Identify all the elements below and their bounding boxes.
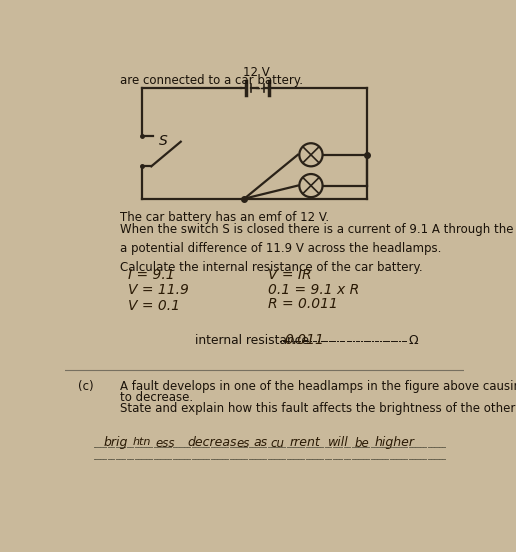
Text: Ω: Ω: [409, 334, 418, 347]
Text: State and explain how this fault affects the brightness of the other headlamp.: State and explain how this fault affects…: [120, 402, 516, 415]
Text: ess: ess: [156, 437, 175, 450]
Text: The car battery has an emf of 12 V.: The car battery has an emf of 12 V.: [120, 211, 329, 224]
Text: will: will: [328, 436, 349, 449]
Text: S: S: [159, 134, 168, 148]
Text: decreas: decreas: [187, 436, 236, 449]
Text: 0.1 = 9.1 x R: 0.1 = 9.1 x R: [268, 283, 359, 298]
Text: cu: cu: [271, 437, 285, 450]
Text: (c): (c): [78, 380, 94, 394]
Text: A fault develops in one of the headlamps in the figure above causing its resista: A fault develops in one of the headlamps…: [120, 380, 516, 394]
Text: be: be: [354, 437, 369, 450]
Text: es: es: [236, 437, 250, 450]
Text: I = 9.1: I = 9.1: [128, 268, 175, 282]
Text: 12 V: 12 V: [244, 66, 270, 78]
Text: rrent: rrent: [289, 436, 320, 449]
Text: When the switch S is closed there is a current of 9.1 A through the battery and
: When the switch S is closed there is a c…: [120, 224, 516, 274]
Text: V = 11.9: V = 11.9: [128, 283, 189, 298]
Text: V = 0.1: V = 0.1: [128, 299, 180, 313]
Text: internal resistance: internal resistance: [195, 334, 309, 347]
Text: brig: brig: [103, 436, 127, 449]
Text: to decrease.: to decrease.: [120, 391, 194, 404]
Text: 0.011: 0.011: [285, 333, 325, 347]
Text: V = IR: V = IR: [268, 268, 311, 282]
Text: as: as: [253, 436, 268, 449]
Text: htn: htn: [133, 437, 151, 447]
Text: R = 0.011: R = 0.011: [268, 297, 337, 311]
Text: higher: higher: [375, 436, 414, 449]
Text: are connected to a car battery.: are connected to a car battery.: [120, 74, 303, 87]
